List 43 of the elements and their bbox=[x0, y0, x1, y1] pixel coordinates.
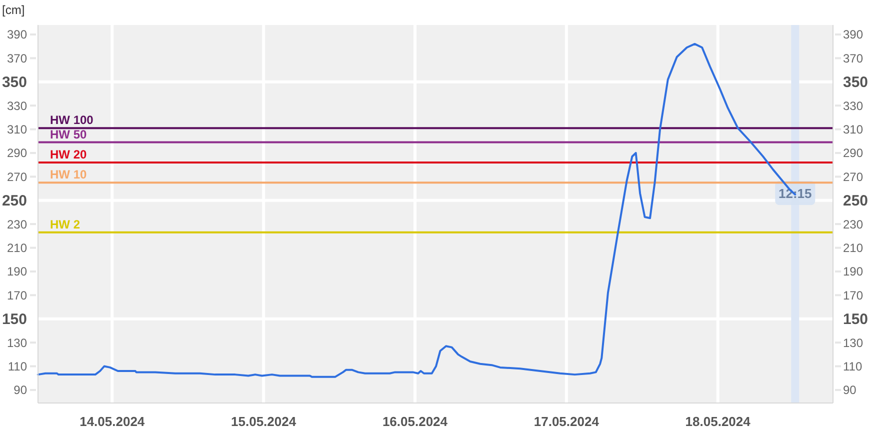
y2-tick-label: 270 bbox=[843, 170, 864, 184]
y-tick-label: 170 bbox=[6, 288, 28, 302]
y2-tick-label: 290 bbox=[843, 146, 864, 160]
ref-line-label: HW 100 bbox=[50, 113, 94, 128]
y-tick-label: 350 bbox=[2, 74, 27, 92]
y2-tick-label: 370 bbox=[843, 51, 864, 66]
y2-tick-label: 110 bbox=[843, 359, 862, 374]
y-axis-title: [cm] bbox=[2, 3, 25, 17]
x-tick-label: 17.05.2024 bbox=[534, 414, 600, 429]
ref-line-label: HW 2 bbox=[50, 217, 80, 232]
y2-tick-label: 90 bbox=[843, 383, 857, 398]
y-tick-label: 90 bbox=[14, 383, 28, 398]
y2-tick-label: 170 bbox=[843, 288, 864, 302]
y2-tick-label: 310 bbox=[843, 122, 864, 136]
y-tick-label: 310 bbox=[6, 122, 28, 136]
y2-tick-label: 230 bbox=[843, 217, 864, 232]
y-tick-label: 330 bbox=[6, 98, 28, 113]
y-tick-label: 150 bbox=[2, 311, 27, 328]
y-tick-label: 190 bbox=[6, 264, 28, 279]
x-tick-label: 16.05.2024 bbox=[382, 414, 448, 429]
ref-line-label: HW 20 bbox=[50, 147, 87, 162]
x-tick-label: 15.05.2024 bbox=[231, 414, 297, 429]
y2-tick-label: 350 bbox=[843, 74, 868, 92]
y-tick-label: 270 bbox=[6, 170, 28, 184]
y-tick-label: 370 bbox=[6, 51, 28, 66]
y-tick-label: 210 bbox=[6, 240, 28, 255]
y2-tick-label: 150 bbox=[843, 311, 868, 328]
y-tick-label: 250 bbox=[2, 192, 27, 210]
ref-line-label: HW 50 bbox=[50, 127, 87, 142]
y-tick-label: 130 bbox=[6, 336, 28, 350]
y-tick-label: 230 bbox=[6, 217, 28, 232]
y2-tick-label: 210 bbox=[843, 240, 864, 255]
x-tick-label: 14.05.2024 bbox=[80, 414, 146, 429]
y2-tick-label: 390 bbox=[843, 28, 864, 42]
y2-tick-label: 130 bbox=[843, 336, 864, 350]
y2-tick-label: 330 bbox=[843, 98, 864, 113]
y-tick-label: 110 bbox=[8, 359, 28, 374]
y2-tick-label: 190 bbox=[843, 264, 864, 279]
ref-line-label: HW 10 bbox=[50, 168, 87, 182]
y-tick-label: 390 bbox=[6, 28, 28, 42]
y-tick-label: 290 bbox=[6, 146, 28, 160]
y2-tick-label: 250 bbox=[843, 192, 868, 210]
x-tick-label: 18.05.2024 bbox=[685, 414, 752, 429]
